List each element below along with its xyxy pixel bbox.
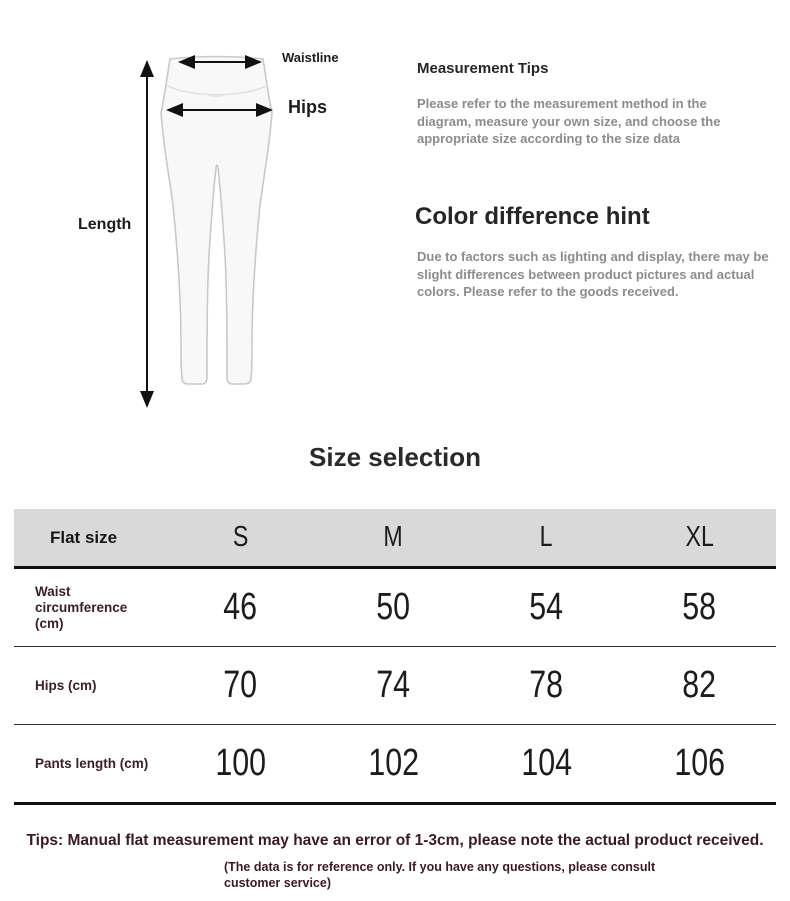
length-value-xl: 106 <box>674 742 725 784</box>
table-row-pants-length: Pants length (cm) 100 102 104 106 <box>14 725 776 805</box>
hips-row-label: Hips (cm) <box>35 677 97 693</box>
size-column-xl: XL <box>685 521 714 553</box>
measurement-tips-body: Please refer to the measurement method i… <box>417 96 721 146</box>
waist-value-m: 50 <box>376 586 411 628</box>
leggings-outline-icon <box>160 55 273 385</box>
leggings-measurement-diagram <box>140 55 273 408</box>
waist-value-l: 54 <box>529 586 564 628</box>
waist-value-xl: 58 <box>682 586 717 628</box>
length-value-s: 100 <box>215 742 266 784</box>
size-column-s: S <box>232 521 249 553</box>
pants-length-row-label: Pants length (cm) <box>35 755 149 771</box>
hips-value-s: 70 <box>223 664 258 706</box>
size-table: Flat size S M L XL Waist circumference (… <box>14 509 776 805</box>
table-row-hips: Hips (cm) 70 74 78 82 <box>14 647 776 725</box>
hips-value-xl: 82 <box>682 664 717 706</box>
footer-tips-line: Tips: Manual flat measurement may have a… <box>26 832 764 849</box>
length-value-l: 104 <box>521 742 572 784</box>
measurement-tips-title: Measurement Tips <box>417 60 549 77</box>
size-table-header-row: Flat size S M L XL <box>14 509 776 569</box>
waistline-label: Waistline <box>282 50 339 65</box>
hips-value-l: 78 <box>529 664 564 706</box>
table-row-waist: Waist circumference (cm) 46 50 54 58 <box>14 569 776 647</box>
footer-reference-note: (The data is for reference only. If you … <box>224 860 656 890</box>
waist-value-s: 46 <box>223 586 258 628</box>
length-value-m: 102 <box>368 742 419 784</box>
hips-label: Hips <box>288 97 328 117</box>
length-label: Length <box>78 216 132 233</box>
flat-size-header: Flat size <box>50 527 118 547</box>
color-difference-title: Color difference hint <box>415 203 650 230</box>
size-selection-title: Size selection <box>309 442 481 472</box>
size-column-l: L <box>540 521 553 553</box>
size-column-m: M <box>383 521 404 553</box>
color-difference-body: Due to factors such as lighting and disp… <box>417 249 769 299</box>
waist-row-label: Waist circumference (cm) <box>35 583 128 631</box>
hips-value-m: 74 <box>376 664 411 706</box>
